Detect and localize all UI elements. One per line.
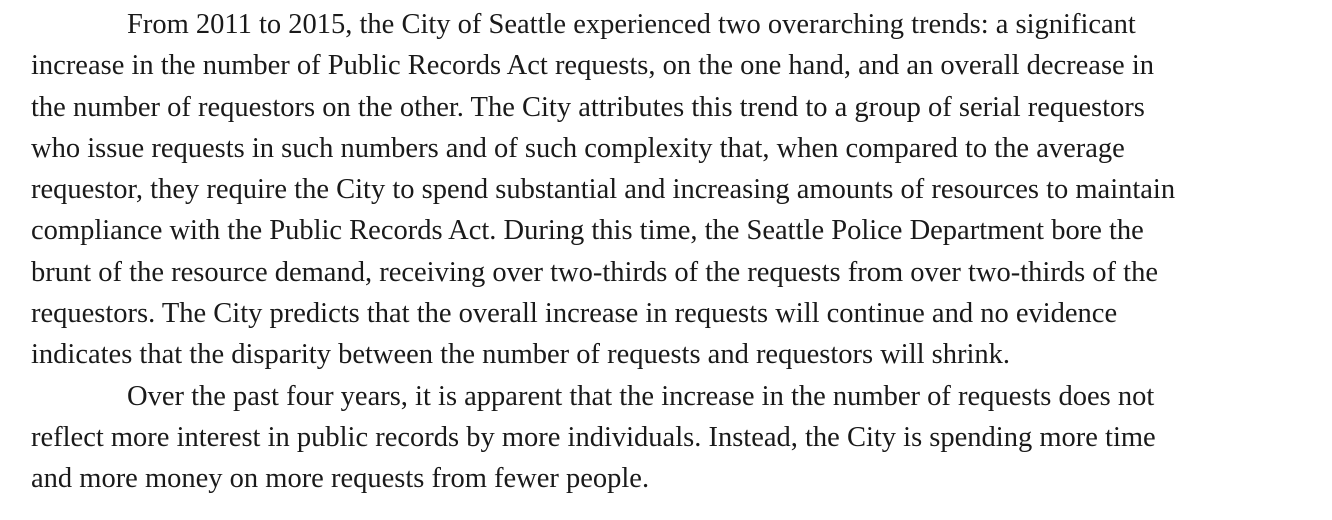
text-line: From 2011 to 2015, the City of Seattle e… <box>127 9 1136 40</box>
text-line: who issue requests in such numbers and o… <box>31 132 1125 164</box>
text-line: reflect more interest in public records … <box>31 421 1156 453</box>
text-line: increase in the number of Public Records… <box>31 50 1154 82</box>
text-line: the number of requestors on the other. T… <box>31 91 1145 123</box>
paragraph-trends: From 2011 to 2015, the City of Seattle e… <box>31 4 1332 376</box>
text-line: requestor, they require the City to spen… <box>31 174 1176 206</box>
text-line: requestors. The City predicts that the o… <box>31 298 1118 330</box>
text-line: brunt of the resource demand, receiving … <box>31 256 1158 288</box>
text-line: indicates that the disparity between the… <box>31 339 1011 371</box>
paragraph-conclusion: Over the past four years, it is apparent… <box>31 376 1332 500</box>
text-line: Over the past four years, it is apparent… <box>127 380 1155 412</box>
text-line: and more money on more requests from few… <box>31 463 650 495</box>
text-line: compliance with the Public Records Act. … <box>31 215 1144 247</box>
